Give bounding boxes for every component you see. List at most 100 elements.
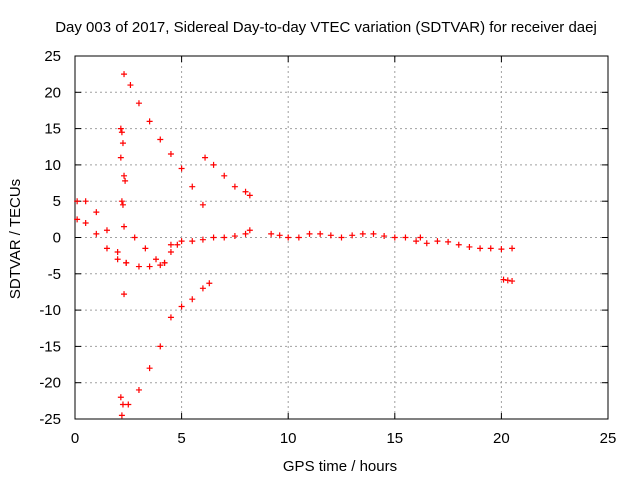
data-point bbox=[189, 296, 196, 303]
y-tick-label: 15 bbox=[44, 121, 61, 138]
x-tick-label: 15 bbox=[386, 430, 403, 447]
data-point bbox=[127, 82, 134, 89]
series-inner-rise bbox=[121, 223, 168, 266]
data-point bbox=[391, 234, 398, 241]
data-point bbox=[199, 236, 206, 243]
series-sparse-low-points bbox=[117, 291, 128, 408]
data-point bbox=[202, 154, 209, 161]
data-point bbox=[103, 245, 110, 252]
data-point bbox=[167, 314, 174, 321]
y-tick-label: -20 bbox=[39, 375, 61, 392]
data-point bbox=[157, 136, 164, 143]
y-tick-label: 20 bbox=[44, 84, 61, 101]
data-point bbox=[487, 245, 494, 252]
data-point bbox=[167, 241, 174, 248]
data-point bbox=[504, 277, 511, 284]
data-point bbox=[119, 201, 126, 208]
data-point bbox=[117, 125, 124, 132]
series-tail bbox=[500, 276, 516, 285]
data-point bbox=[121, 223, 128, 230]
data-point bbox=[349, 232, 356, 239]
x-tick-label: 5 bbox=[177, 430, 185, 447]
data-point bbox=[417, 234, 424, 241]
data-point bbox=[161, 259, 168, 266]
series-sparse-early-points bbox=[117, 125, 129, 208]
data-point bbox=[295, 234, 302, 241]
data-point bbox=[131, 234, 138, 241]
data-point bbox=[122, 177, 129, 184]
series-upper-left-arc bbox=[121, 71, 206, 208]
data-point bbox=[114, 256, 121, 263]
x-tick-label: 20 bbox=[493, 430, 510, 447]
data-point bbox=[466, 243, 473, 250]
data-point bbox=[317, 230, 324, 237]
data-point bbox=[327, 232, 334, 239]
series-bottom-dip bbox=[123, 241, 181, 270]
data-point bbox=[199, 285, 206, 292]
series-lower-arc bbox=[118, 280, 213, 419]
data-point bbox=[74, 198, 81, 205]
series-left-descending-2 bbox=[74, 216, 121, 263]
data-point bbox=[246, 192, 253, 199]
data-point bbox=[82, 219, 89, 226]
series-upper-right-arc bbox=[202, 154, 253, 199]
data-point bbox=[402, 234, 409, 241]
data-point bbox=[121, 291, 128, 298]
y-tick-labels: -25 -20 -15 -10 -5 0 5 10 15 20 25 bbox=[39, 48, 61, 428]
data-point bbox=[167, 151, 174, 158]
data-point bbox=[174, 241, 181, 248]
data-point bbox=[157, 262, 164, 269]
data-point bbox=[103, 227, 110, 234]
y-tick-label: -25 bbox=[39, 411, 61, 428]
data-point bbox=[509, 278, 516, 285]
data-point bbox=[423, 240, 430, 247]
data-point bbox=[455, 241, 462, 248]
data-point bbox=[114, 249, 121, 256]
y-tick-label: -10 bbox=[39, 302, 61, 319]
data-point bbox=[146, 365, 153, 372]
data-point bbox=[118, 412, 125, 419]
data-point bbox=[285, 234, 292, 241]
data-point bbox=[221, 172, 228, 179]
data-point bbox=[189, 238, 196, 245]
data-point bbox=[413, 238, 420, 245]
data-point bbox=[135, 263, 142, 270]
data-point bbox=[167, 249, 174, 256]
data-point bbox=[189, 183, 196, 190]
chart-title: Day 003 of 2017, Sidereal Day-to-day VTE… bbox=[55, 19, 597, 36]
data-point bbox=[445, 238, 452, 245]
data-point bbox=[118, 129, 125, 136]
data-point bbox=[93, 230, 100, 237]
data-point bbox=[123, 259, 130, 266]
y-tick-label: 5 bbox=[53, 193, 61, 210]
data-point bbox=[221, 234, 228, 241]
y-tick-label: 0 bbox=[53, 230, 61, 247]
data-point bbox=[246, 227, 253, 234]
data-point bbox=[210, 234, 217, 241]
data-point bbox=[199, 201, 206, 208]
data-point bbox=[178, 238, 185, 245]
series-left-descending bbox=[74, 198, 130, 266]
x-tick-label: 10 bbox=[280, 430, 297, 447]
axes bbox=[74, 55, 609, 420]
series-flat-segment-2 bbox=[268, 230, 424, 245]
data-point bbox=[477, 245, 484, 252]
data-point bbox=[118, 198, 125, 205]
y-tick-label: -5 bbox=[48, 266, 61, 283]
data-point bbox=[135, 100, 142, 107]
data-point bbox=[498, 246, 505, 253]
data-point bbox=[268, 230, 275, 237]
data-point bbox=[231, 233, 238, 240]
data-point bbox=[121, 172, 128, 179]
data-point bbox=[242, 230, 249, 237]
data-point bbox=[359, 230, 366, 237]
data-point bbox=[178, 303, 185, 310]
data-point bbox=[117, 394, 124, 401]
y-tick-label: -15 bbox=[39, 338, 61, 355]
series-flat-segment-3 bbox=[423, 238, 516, 253]
data-point bbox=[434, 238, 441, 245]
data-point bbox=[93, 209, 100, 216]
y-tick-label: 10 bbox=[44, 157, 61, 174]
data-point bbox=[119, 140, 126, 147]
